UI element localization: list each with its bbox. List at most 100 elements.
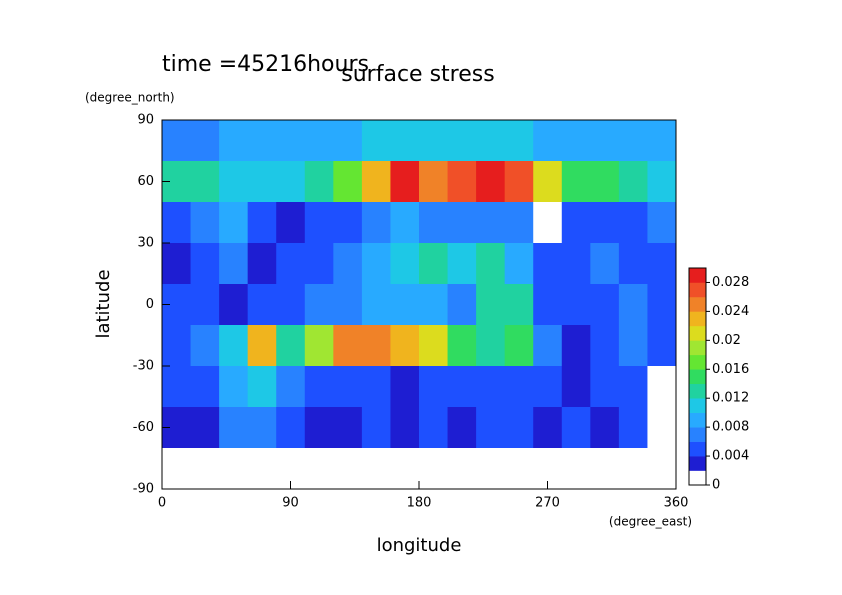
colorbar-swatch: [689, 441, 706, 457]
contour-cell: [476, 120, 506, 162]
contour-cell: [276, 202, 306, 244]
contour-cell: [190, 243, 220, 285]
contour-cell: [590, 284, 620, 326]
colorbar-tick-label: 0.02: [712, 333, 741, 348]
contour-cell: [219, 325, 249, 367]
contour-cell: [504, 284, 534, 326]
contour-cell: [219, 202, 249, 244]
contour-cell: [447, 243, 477, 285]
contour-cell: [361, 243, 391, 285]
contour-cell: [247, 284, 277, 326]
contour-cell: [276, 243, 306, 285]
contour-cell: [561, 448, 591, 490]
contour-cell: [304, 202, 334, 244]
chart-title: surface stress: [341, 62, 494, 87]
contour-cell: [361, 407, 391, 449]
contour-cell: [647, 407, 677, 449]
contour-cell: [504, 366, 534, 408]
contour-cell: [219, 161, 249, 203]
contour-cell: [190, 407, 220, 449]
contour-cell: [590, 202, 620, 244]
colorbar-tick-label: 0.016: [712, 362, 749, 377]
contour-cell: [390, 161, 420, 203]
contour-cell: [476, 202, 506, 244]
colorbar-swatch: [689, 354, 706, 370]
contour-cell: [190, 325, 220, 367]
contour-cell: [419, 325, 449, 367]
contour-cell: [276, 284, 306, 326]
contour-cell: [590, 448, 620, 490]
contour-cell: [618, 407, 648, 449]
contour-cell: [504, 325, 534, 367]
contour-cell: [618, 161, 648, 203]
contour-cell: [333, 243, 363, 285]
contour-cell: [590, 243, 620, 285]
contour-cell: [219, 284, 249, 326]
contour-cell: [304, 407, 334, 449]
contour-cell: [447, 325, 477, 367]
contour-cell: [590, 407, 620, 449]
contour-cell: [219, 120, 249, 162]
contour-cell: [190, 161, 220, 203]
contour-cell: [419, 448, 449, 490]
contour-cell: [618, 325, 648, 367]
colorbar-swatch: [689, 268, 706, 283]
contour-cell: [361, 161, 391, 203]
contour-cell: [447, 120, 477, 162]
contour-cell: [476, 448, 506, 490]
contour-cell: [419, 243, 449, 285]
contour-cell: [476, 407, 506, 449]
contour-cell: [247, 448, 277, 490]
contour-cell: [190, 366, 220, 408]
contour-cell: [162, 120, 192, 162]
contour-cell: [390, 120, 420, 162]
contour-cell: [533, 407, 563, 449]
x-unit: (degree_east): [609, 515, 692, 529]
x-tick-label: 180: [407, 496, 432, 511]
contour-cell: [618, 202, 648, 244]
colorbar-swatch: [689, 470, 706, 486]
colorbar-swatch: [689, 398, 706, 413]
contour-cell: [333, 202, 363, 244]
contour-cell: [647, 325, 677, 367]
contour-cell: [361, 284, 391, 326]
contour-cell: [304, 243, 334, 285]
contour-cell: [304, 120, 334, 162]
contour-cell: [561, 407, 591, 449]
contour-cell: [361, 202, 391, 244]
colorbar-tick-label: 0.012: [712, 391, 749, 406]
contour-cell: [447, 448, 477, 490]
contour-cell: [390, 448, 420, 490]
contour-cell: [390, 243, 420, 285]
colorbar-tick-label: 0: [712, 478, 720, 493]
contour-cell: [447, 202, 477, 244]
contour-cell: [590, 120, 620, 162]
contour-cell: [533, 325, 563, 367]
colorbar-tick-label: 0.024: [712, 304, 749, 319]
contour-cell: [333, 284, 363, 326]
contour-cell: [504, 407, 534, 449]
contour-cell: [304, 284, 334, 326]
contour-cell: [276, 161, 306, 203]
contour-cell: [419, 161, 449, 203]
colorbar-swatch: [689, 412, 706, 428]
contour-cell: [333, 407, 363, 449]
contour-cell: [561, 325, 591, 367]
colorbar-swatch: [689, 311, 706, 327]
colorbar-frame: [688, 267, 707, 486]
contour-cell: [647, 284, 677, 326]
contour-cell: [447, 407, 477, 449]
contour-cell: [361, 325, 391, 367]
contour-cell: [533, 161, 563, 203]
contour-cell: [276, 325, 306, 367]
contour-cell: [504, 161, 534, 203]
contour-cell: [504, 243, 534, 285]
contour-cell: [504, 448, 534, 490]
contour-cell: [647, 366, 677, 408]
contour-cell: [533, 284, 563, 326]
contour-cell: [447, 366, 477, 408]
contour-cell: [304, 366, 334, 408]
contour-cell: [247, 202, 277, 244]
contour-cell: [276, 407, 306, 449]
contour-cell: [162, 202, 192, 244]
